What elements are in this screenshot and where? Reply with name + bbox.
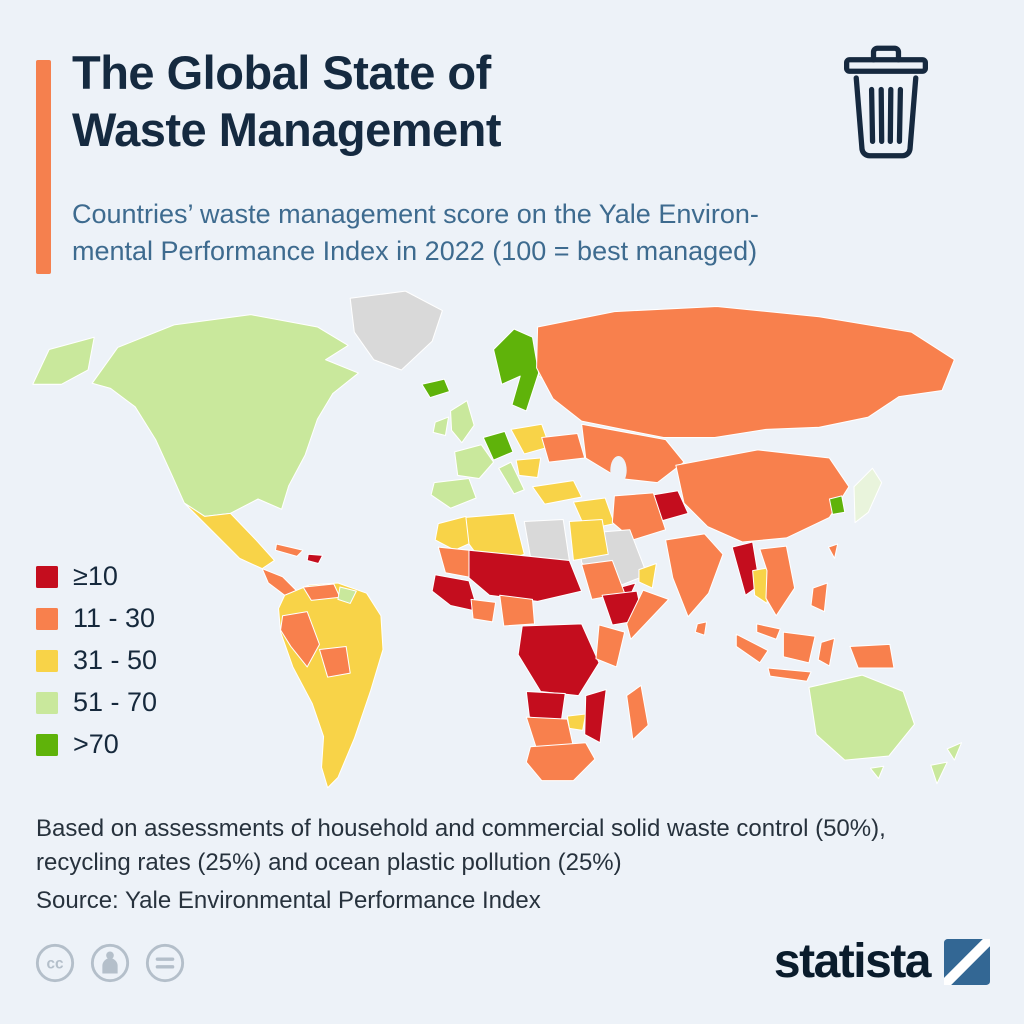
world-map	[18, 286, 1006, 798]
legend-label: 11 - 30	[73, 603, 156, 633]
region-china	[675, 449, 850, 543]
region-new-zealand-north	[946, 742, 963, 761]
region-congo-basin	[517, 623, 600, 697]
region-egypt	[568, 518, 609, 561]
region-germany	[482, 430, 514, 461]
statista-wordmark: statista	[773, 935, 932, 988]
region-taiwan	[827, 543, 839, 559]
region-ireland	[432, 416, 450, 437]
license-badges: cc	[34, 942, 186, 984]
region-south-africa	[525, 742, 596, 782]
legend-item: 51 - 70	[36, 687, 158, 717]
legend-item: 31 - 50	[36, 645, 158, 675]
region-peru	[280, 611, 320, 668]
region-russia	[536, 305, 955, 439]
region-scandinavia	[493, 328, 540, 412]
footnote-line-1: Based on assessments of household and co…	[36, 815, 886, 842]
statista-logo-square	[944, 938, 990, 985]
page-subtitle: Countries’ waste management score on the…	[72, 196, 872, 270]
legend-item: >70	[36, 729, 157, 759]
region-mauritania	[437, 546, 474, 579]
region-italy	[498, 461, 525, 495]
region-papua	[849, 643, 895, 669]
region-vietnam	[759, 545, 796, 617]
region-india	[665, 533, 724, 618]
legend-swatch	[36, 649, 58, 672]
region-sumatra	[735, 633, 769, 664]
region-central-asia	[581, 423, 685, 484]
region-sulawesi	[817, 637, 836, 667]
region-central-america	[261, 568, 298, 596]
legend-label: 51 - 70	[73, 687, 158, 717]
legend-item: ≥10	[36, 561, 157, 591]
region-balkans	[515, 457, 542, 478]
footnote-line-2: recycling rates (25%) and ocean plastic …	[36, 849, 622, 876]
region-united-kingdom	[450, 400, 475, 444]
region-turkey	[531, 480, 583, 505]
region-france	[454, 444, 495, 480]
region-tasmania	[869, 765, 885, 780]
region-thailand	[752, 567, 770, 604]
subtitle-line-2: mental Performance Index in 2022 (100 = …	[72, 236, 758, 266]
legend-swatch	[36, 565, 58, 588]
legend-swatch	[36, 733, 58, 756]
region-new-zealand-south	[930, 761, 948, 785]
attribution-icon[interactable]	[89, 942, 131, 984]
region-sri-lanka	[694, 621, 708, 636]
region-australia	[808, 674, 915, 761]
legend-item: 11 - 30	[36, 603, 157, 633]
caspian-sea-shape	[610, 455, 627, 485]
region-ukraine	[541, 432, 586, 463]
svg-text:cc: cc	[47, 955, 64, 972]
region-iceland	[421, 378, 451, 399]
region-south-korea	[828, 495, 846, 515]
region-java	[767, 667, 812, 682]
region-morocco	[434, 515, 476, 551]
title-line-2: Waste Management	[72, 103, 502, 156]
region-sahel	[468, 549, 583, 602]
legend: ≥10 11 - 30 31 - 50 51 - 70 >70	[36, 561, 158, 774]
trash-can-icon	[844, 45, 928, 159]
region-hispaniola	[306, 553, 324, 565]
equals-icon[interactable]	[144, 942, 186, 984]
region-oman	[638, 562, 657, 589]
region-iran	[611, 492, 667, 541]
region-malaysia	[756, 623, 781, 640]
region-iberia	[430, 478, 477, 509]
region-alaska	[32, 336, 95, 385]
region-greenland	[349, 290, 443, 371]
legend-label: ≥10	[73, 561, 118, 591]
footnote: Based on assessments of household and co…	[36, 812, 986, 880]
region-north-america	[91, 314, 359, 517]
region-madagascar	[626, 684, 649, 741]
region-philippines	[810, 582, 828, 613]
legend-label: 31 - 50	[73, 645, 158, 675]
black-sea-shape	[546, 466, 574, 481]
title-line-1: The Global State of	[72, 46, 491, 99]
region-japan	[853, 467, 883, 524]
statista-logo[interactable]: statista	[774, 934, 990, 989]
source-line: Source: Yale Environmental Performance I…	[36, 887, 541, 914]
legend-swatch	[36, 691, 58, 714]
region-zimbabwe	[566, 713, 587, 731]
region-west-africa	[431, 574, 479, 613]
region-borneo	[782, 631, 816, 664]
accent-bar	[36, 60, 51, 274]
region-bolivia	[318, 645, 351, 678]
region-mexico	[183, 502, 275, 570]
region-ghana-ivory-coast	[470, 598, 497, 623]
region-mozambique	[584, 688, 607, 744]
legend-swatch	[36, 607, 58, 630]
region-guyana	[337, 586, 357, 604]
region-nigeria	[499, 594, 536, 627]
legend-label: >70	[73, 729, 119, 759]
region-cuba	[274, 543, 304, 557]
region-east-africa	[595, 624, 626, 668]
creative-commons-icon[interactable]: cc	[34, 942, 76, 984]
region-somalia	[626, 589, 670, 640]
page-title: The Global State of Waste Management	[72, 44, 812, 158]
subtitle-line-1: Countries’ waste management score on the…	[72, 199, 759, 229]
